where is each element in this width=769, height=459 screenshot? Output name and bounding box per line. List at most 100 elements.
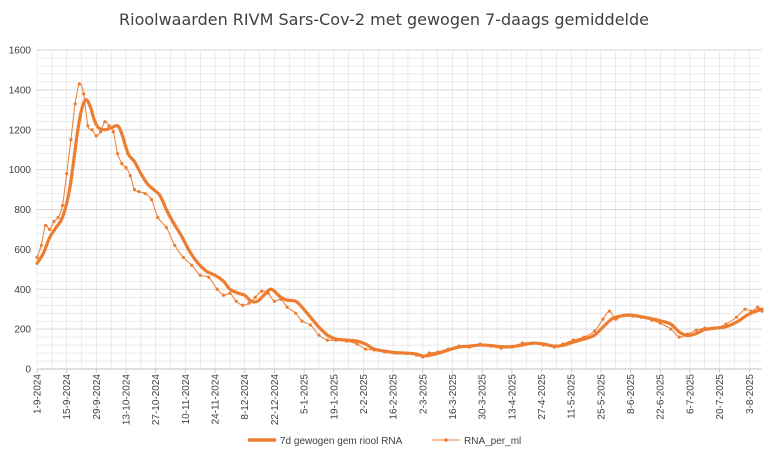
data-point-rna-per-ml bbox=[35, 255, 39, 259]
legend: 7d gewogen gem riool RNA RNA_per_ml bbox=[248, 436, 521, 447]
data-point-rna-per-ml bbox=[132, 187, 137, 192]
y-tick-label: 600 bbox=[14, 245, 31, 256]
y-tick-label: 1000 bbox=[9, 165, 32, 176]
data-point-rna-per-ml bbox=[694, 328, 698, 332]
x-tick-label: 8-6-2025 bbox=[626, 374, 637, 414]
x-tick-label: 22-12-2024 bbox=[270, 374, 281, 426]
data-point-rna-per-ml bbox=[149, 197, 154, 202]
data-point-rna-per-ml bbox=[607, 309, 611, 313]
x-tick-label: 11-5-2025 bbox=[567, 374, 578, 419]
data-point-rna-per-ml bbox=[198, 273, 202, 277]
data-point-rna-per-ml bbox=[734, 315, 739, 319]
x-tick-label: 1-9-2024 bbox=[33, 374, 44, 414]
x-tick-label: 27-4-2025 bbox=[537, 374, 548, 420]
data-point-rna-per-ml bbox=[592, 329, 597, 333]
x-tick-label: 3-8-2025 bbox=[745, 374, 756, 414]
data-point-rna-per-ml bbox=[56, 215, 60, 220]
legend-label-7d: 7d gewogen gem riool RNA bbox=[280, 436, 403, 447]
data-point-rna-per-ml bbox=[128, 174, 132, 178]
data-point-rna-per-ml bbox=[228, 291, 232, 295]
y-tick-label: 800 bbox=[14, 205, 31, 216]
x-tick-label: 24-11-2024 bbox=[211, 374, 222, 425]
x-tick-label: 13-10-2024 bbox=[122, 374, 133, 426]
data-point-rna-per-ml bbox=[300, 319, 304, 323]
data-point-rna-per-ml bbox=[363, 347, 368, 351]
data-point-rna-per-ml bbox=[73, 102, 77, 106]
data-point-rna-per-ml bbox=[60, 203, 65, 208]
data-point-rna-per-ml bbox=[260, 289, 264, 293]
data-point-rna-per-ml bbox=[69, 138, 73, 142]
data-point-rna-per-ml bbox=[103, 120, 107, 124]
x-tick-label: 6-7-2025 bbox=[685, 374, 696, 414]
data-point-rna-per-ml bbox=[272, 299, 277, 303]
data-point-rna-per-ml bbox=[181, 255, 185, 259]
chart-title: Rioolwaarden RIVM Sars-Cov-2 met gewogen… bbox=[119, 10, 649, 29]
data-point-rna-per-ml bbox=[294, 311, 298, 315]
data-point-rna-per-ml bbox=[77, 82, 81, 86]
data-point-rna-per-ml bbox=[82, 92, 86, 96]
data-point-rna-per-ml bbox=[247, 301, 251, 305]
data-point-rna-per-ml bbox=[241, 303, 245, 307]
data-point-rna-per-ml bbox=[39, 243, 43, 247]
x-tick-label: 2-2-2025 bbox=[359, 374, 370, 414]
x-tick-label: 29-9-2024 bbox=[92, 374, 103, 420]
data-point-rna-per-ml bbox=[285, 305, 289, 309]
y-tick-label: 200 bbox=[14, 325, 31, 336]
data-point-rna-per-ml bbox=[90, 128, 94, 132]
x-tick-label: 15-9-2024 bbox=[62, 374, 73, 420]
data-point-rna-per-ml bbox=[308, 323, 313, 327]
data-point-rna-per-ml bbox=[65, 172, 69, 176]
data-point-rna-per-ml bbox=[111, 130, 115, 134]
series-line-7d-gewogen bbox=[35, 98, 764, 358]
gridlines bbox=[36, 49, 762, 370]
data-point-rna-per-ml bbox=[86, 124, 90, 128]
data-point-rna-per-ml bbox=[234, 299, 238, 303]
data-point-rna-per-ml bbox=[120, 162, 124, 166]
x-tick-label: 5-1-2025 bbox=[300, 374, 311, 414]
data-point-rna-per-ml bbox=[143, 191, 147, 196]
data-point-rna-per-ml bbox=[43, 223, 48, 228]
y-tick-label: 1600 bbox=[9, 46, 32, 57]
x-tick-label: 16-2-2025 bbox=[389, 374, 400, 420]
data-point-rna-per-ml bbox=[355, 342, 359, 346]
series-group bbox=[35, 82, 764, 359]
data-point-rna-per-ml bbox=[164, 225, 168, 230]
x-tick-label: 27-10-2024 bbox=[151, 374, 162, 426]
data-point-rna-per-ml bbox=[124, 166, 128, 170]
data-point-rna-per-ml bbox=[601, 317, 605, 321]
data-point-rna-per-ml bbox=[48, 227, 52, 232]
data-point-rna-per-ml bbox=[317, 333, 321, 337]
x-tick-label: 22-6-2025 bbox=[656, 374, 667, 420]
data-point-rna-per-ml bbox=[215, 287, 219, 291]
data-point-rna-per-ml bbox=[173, 243, 177, 247]
x-tick-label: 16-3-2025 bbox=[448, 374, 459, 420]
x-tick-label: 13-4-2025 bbox=[507, 374, 518, 420]
data-point-rna-per-ml bbox=[52, 219, 56, 224]
data-point-rna-per-ml bbox=[115, 152, 120, 156]
y-tick-label: 1200 bbox=[9, 125, 32, 136]
x-tick-label: 20-7-2025 bbox=[715, 374, 726, 420]
data-point-rna-per-ml bbox=[94, 134, 98, 138]
data-point-rna-per-ml bbox=[156, 215, 160, 220]
x-tick-label: 2-3-2025 bbox=[418, 374, 429, 414]
data-point-rna-per-ml bbox=[190, 263, 194, 267]
x-tick-label: 10-11-2024 bbox=[181, 374, 192, 425]
data-point-rna-per-ml bbox=[221, 293, 226, 297]
data-point-rna-per-ml bbox=[325, 338, 330, 342]
data-point-rna-per-ml bbox=[743, 307, 747, 311]
y-tick-label: 400 bbox=[14, 285, 31, 296]
legend-label-rna: RNA_per_ml bbox=[464, 436, 521, 447]
data-point-rna-per-ml bbox=[137, 189, 141, 194]
data-point-rna-per-ml bbox=[669, 327, 673, 331]
x-tick-label: 19-1-2025 bbox=[329, 374, 340, 420]
series-line-rna-per-ml bbox=[36, 83, 763, 358]
legend-marker bbox=[444, 438, 448, 442]
y-tick-label: 0 bbox=[25, 365, 31, 376]
data-point-rna-per-ml bbox=[207, 275, 211, 279]
x-tick-label: 30-3-2025 bbox=[478, 374, 489, 420]
x-tick-label: 25-5-2025 bbox=[596, 374, 607, 420]
data-point-rna-per-ml bbox=[677, 335, 681, 339]
y-tick-label: 1400 bbox=[9, 85, 32, 96]
